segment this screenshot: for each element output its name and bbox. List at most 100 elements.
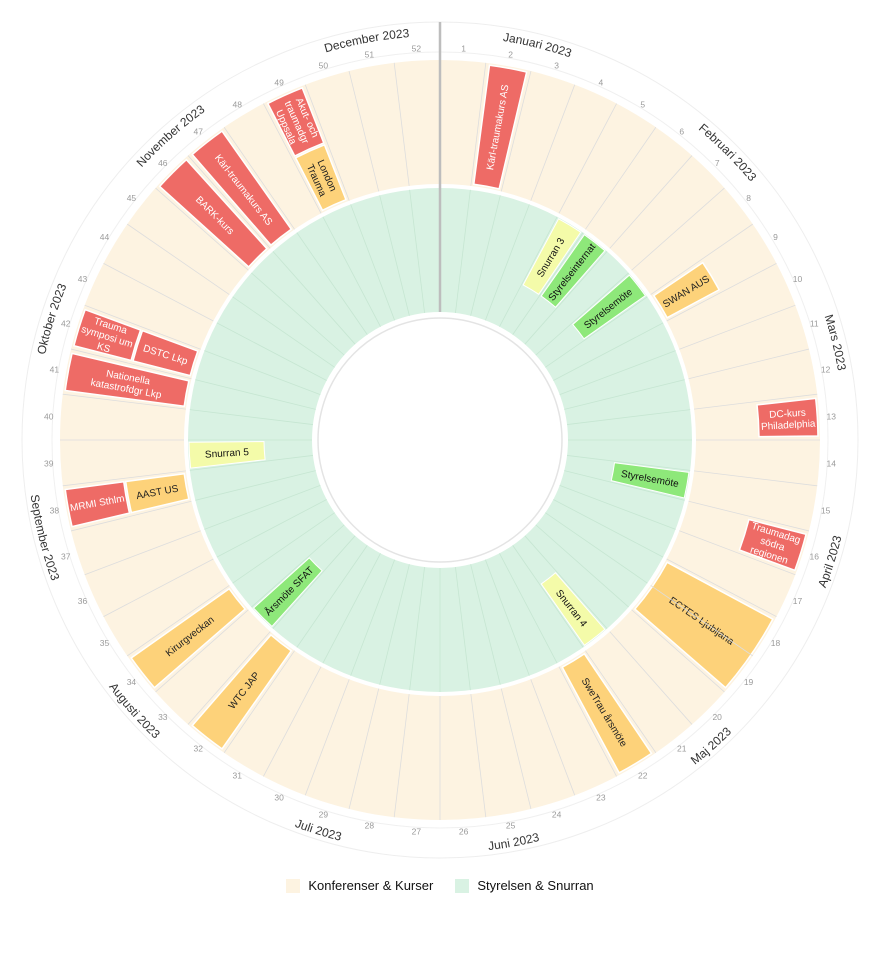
week-number: 14: [827, 459, 837, 469]
week-number: 18: [771, 638, 781, 648]
week-number: 19: [744, 677, 754, 687]
week-divider: [272, 251, 356, 345]
week-divider: [263, 103, 322, 214]
week-divider: [232, 512, 335, 584]
week-divider: [70, 348, 192, 380]
week-divider: [666, 263, 777, 322]
week-number: 35: [100, 638, 110, 648]
week-divider: [189, 409, 313, 425]
week-number: 25: [506, 821, 516, 831]
week-divider: [545, 512, 648, 584]
conference-event[interactable]: MRMI Sthlm: [64, 480, 131, 528]
week-divider: [296, 232, 368, 335]
week-divider: [393, 62, 410, 186]
legend-swatch-board: [455, 878, 470, 893]
week-divider: [409, 189, 425, 313]
legend-item-conferences[interactable]: Konferenser & Kurser: [286, 878, 433, 893]
week-divider: [694, 470, 818, 487]
week-divider: [609, 631, 693, 725]
week-divider: [272, 535, 356, 629]
week-divider: [187, 155, 271, 249]
week-number: 34: [127, 677, 137, 687]
week-divider: [535, 272, 629, 356]
week-divider: [470, 694, 487, 818]
conference-event[interactable]: DSTC Lkp: [132, 329, 199, 377]
week-divider: [84, 530, 201, 576]
week-divider: [585, 650, 657, 753]
conference-event-label-line: Philadelphia: [761, 419, 816, 433]
week-number: 44: [100, 232, 110, 242]
conference-event[interactable]: LondonTrauma: [294, 143, 347, 212]
week-divider: [296, 545, 368, 648]
week-divider: [322, 216, 381, 327]
week-number: 27: [412, 826, 422, 836]
week-number: 29: [319, 809, 329, 819]
week-divider: [232, 296, 335, 368]
week-divider: [500, 70, 532, 192]
week-divider: [512, 232, 584, 335]
conference-event-block: [294, 143, 347, 212]
conference-event[interactable]: WTC JAP: [191, 633, 293, 750]
week-divider: [679, 304, 796, 350]
week-divider: [155, 187, 249, 271]
board-event[interactable]: Snurran 3: [522, 218, 582, 295]
week-divider: [187, 631, 271, 725]
week-number: 7: [715, 158, 720, 168]
week-number: 15: [821, 506, 831, 516]
conference-event[interactable]: Nationellakatastrofdgr Lkp: [64, 352, 190, 408]
conference-event[interactable]: AAST US: [124, 472, 190, 514]
week-divider: [609, 155, 693, 249]
week-number: 13: [827, 411, 837, 421]
board-event[interactable]: Snurran 5: [188, 441, 266, 469]
legend-item-board[interactable]: Styrelsen & Snurran: [455, 878, 594, 893]
conference-event[interactable]: Kärl-traumakurs AS: [472, 64, 528, 190]
week-divider: [223, 650, 295, 753]
week-divider: [127, 223, 230, 295]
conference-event[interactable]: Traumadagsödraregionen: [738, 518, 807, 572]
week-number: 6: [679, 126, 684, 136]
conference-event[interactable]: Traumasymposi umKS: [73, 308, 142, 362]
week-number: 21: [677, 744, 687, 754]
week-divider: [688, 348, 810, 380]
board-event-block: [540, 572, 606, 647]
month-label: Maj 2023: [688, 724, 734, 767]
week-divider: [524, 535, 608, 629]
conference-event-block: [738, 518, 807, 572]
week-divider: [379, 564, 410, 685]
week-number: 47: [194, 126, 204, 136]
week-number: 43: [78, 274, 88, 284]
week-divider: [379, 195, 410, 316]
board-event-block: [522, 218, 582, 295]
week-divider: [216, 499, 327, 558]
conference-event-block: [130, 587, 247, 689]
week-number: 9: [773, 232, 778, 242]
conference-event-block: [64, 480, 131, 528]
board-event-label: Snurran 5: [205, 447, 250, 461]
board-event[interactable]: Styrelsemöte: [610, 462, 690, 499]
week-divider: [564, 470, 685, 501]
conference-event-block: [124, 472, 190, 514]
week-number: 39: [44, 459, 54, 469]
conference-event-label: DC-kursPhiladelphia: [760, 407, 816, 433]
week-divider: [62, 393, 186, 410]
week-number: 30: [274, 792, 284, 802]
week-divider: [559, 350, 676, 395]
week-divider: [631, 609, 725, 693]
conference-event[interactable]: SWAN AUS: [652, 261, 721, 319]
week-number: 4: [599, 78, 604, 88]
week-number: 52: [412, 44, 422, 54]
week-number: 38: [50, 506, 60, 516]
conference-event-label: Traumadagsödraregionen: [743, 521, 802, 569]
legend: Konferenser & Kurser Styrelsen & Snurran: [0, 878, 880, 893]
week-number: 3: [554, 61, 559, 71]
week-divider: [530, 84, 576, 201]
conference-event[interactable]: DC-kursPhiladelphia: [756, 397, 819, 438]
board-event-block: [610, 462, 690, 499]
week-divider: [499, 553, 558, 664]
conference-event[interactable]: ECTES Ljubljana: [633, 561, 774, 689]
board-event-label-line: Snurran 5: [205, 447, 250, 461]
week-divider: [195, 470, 316, 501]
week-number: 45: [127, 193, 137, 203]
month-label: Mars 2023: [822, 313, 849, 372]
conference-event-block: [158, 158, 268, 268]
